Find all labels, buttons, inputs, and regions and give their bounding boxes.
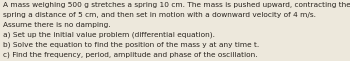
Text: b) Solve the equation to find the position of the mass y at any time t.: b) Solve the equation to find the positi… (3, 41, 259, 48)
Text: a) Set up the initial value problem (differential equation).: a) Set up the initial value problem (dif… (3, 31, 215, 38)
Text: Assume there is no damping.: Assume there is no damping. (3, 22, 111, 28)
Text: spring a distance of 5 cm, and then set in motion with a downward velocity of 4 : spring a distance of 5 cm, and then set … (3, 12, 316, 18)
Text: A mass weighing 500 g stretches a spring 10 cm. The mass is pushed upward, contr: A mass weighing 500 g stretches a spring… (3, 2, 350, 8)
Text: c) Find the frequency, period, amplitude and phase of the oscillation.: c) Find the frequency, period, amplitude… (3, 51, 258, 58)
